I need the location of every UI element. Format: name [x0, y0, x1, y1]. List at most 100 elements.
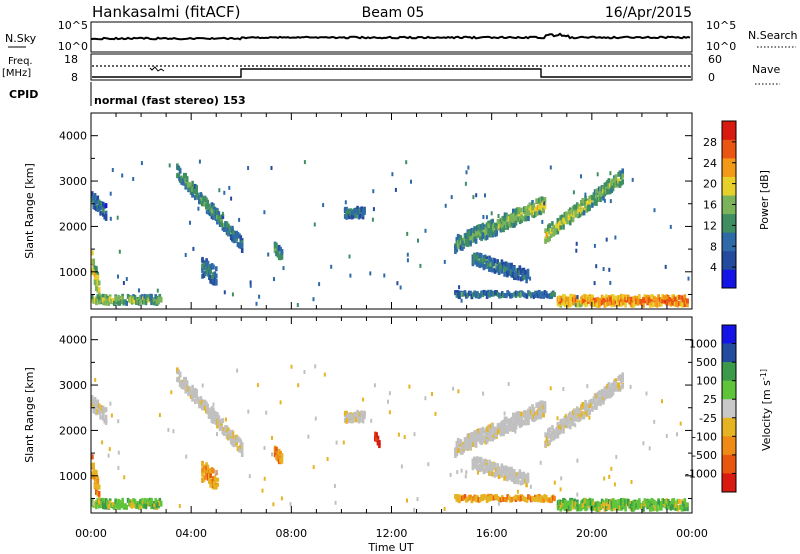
power-cell: [465, 293, 468, 299]
vel-cell: [525, 482, 528, 488]
vel-cell: [633, 501, 637, 506]
vel-cell: [516, 417, 519, 423]
colorbar-segment: [722, 343, 736, 363]
vel-cell: [673, 500, 677, 506]
vel-speck: [110, 413, 113, 418]
power-cell: [628, 297, 631, 303]
vel-cell: [481, 426, 485, 432]
power-cell: [92, 204, 95, 210]
power-cell: [102, 211, 105, 217]
vel-cell: [478, 456, 482, 462]
power-cell: [461, 292, 464, 297]
colorbar-segment: [722, 380, 736, 400]
power-cell: [588, 195, 591, 201]
power-cell: [588, 199, 591, 204]
vel-cell: [535, 402, 538, 408]
vel-cell: [470, 434, 474, 440]
power-speck: [263, 210, 266, 215]
vel-cell: [91, 501, 94, 507]
power-cell: [480, 223, 483, 229]
vel-cell: [532, 417, 536, 423]
vel-cell: [546, 497, 549, 503]
power-cell: [489, 261, 493, 267]
power-cell: [104, 300, 108, 306]
vel-cell: [513, 420, 516, 426]
power-cell: [231, 225, 234, 231]
vel-cell: [620, 384, 623, 390]
power-cell: [478, 224, 482, 230]
power-cell: [567, 301, 571, 307]
vel-speck: [576, 492, 579, 497]
power-cell: [238, 233, 241, 239]
power-cell: [638, 294, 641, 300]
vel-cell: [580, 413, 583, 419]
vel-cell: [570, 417, 573, 423]
freq-tick-top: 18: [64, 53, 78, 66]
vel-cell: [198, 400, 201, 406]
power-cell: [477, 224, 481, 230]
vel-cell: [653, 500, 656, 506]
power-cell: [514, 220, 518, 226]
vel-cell: [646, 500, 649, 506]
power-cell: [642, 302, 645, 308]
power-cell: [581, 200, 584, 206]
vel-cell: [620, 497, 623, 503]
vel-cell: [104, 504, 108, 510]
vel-cell: [548, 440, 551, 445]
vel-cell: [461, 448, 464, 454]
vel-cell: [176, 377, 179, 383]
vel-cell: [121, 502, 124, 508]
power-cell: [503, 216, 507, 222]
power-speck: [184, 253, 187, 257]
vel-cell: [502, 426, 505, 432]
vel-cell: [349, 413, 352, 419]
power-cell: [209, 264, 212, 270]
vel-speck: [608, 474, 611, 479]
power-speck: [602, 267, 605, 271]
vel-cell: [527, 411, 530, 417]
vel-speck: [153, 503, 156, 508]
power-cell: [122, 300, 126, 306]
power-cell: [466, 241, 470, 247]
vel-cell: [130, 503, 134, 509]
vel-cell: [551, 431, 554, 436]
vel-cell: [97, 409, 101, 415]
power-cell: [591, 202, 594, 208]
vel-cell: [577, 412, 580, 418]
power-cell: [496, 219, 500, 225]
power-cell: [609, 183, 612, 189]
power-cell: [500, 216, 504, 222]
vel-speck: [373, 383, 376, 388]
vel-speck: [256, 383, 259, 388]
power-cell: [210, 211, 214, 217]
vel-cell: [228, 434, 232, 440]
vel-cell: [678, 504, 681, 510]
vel-cell: [279, 450, 282, 456]
vel-cell: [613, 500, 616, 506]
vel-speck: [289, 502, 292, 507]
vel-cell: [632, 499, 636, 505]
power-cell: [92, 298, 95, 304]
vel-cell: [528, 411, 532, 417]
vel-cell: [95, 501, 98, 507]
power-cell: [273, 248, 277, 254]
vel-cell: [682, 506, 685, 512]
power-cell: [658, 301, 662, 307]
power-speck: [125, 277, 128, 281]
power-cell: [496, 225, 500, 231]
power-cell: [235, 236, 238, 242]
power-cell: [618, 181, 622, 187]
vel-cell: [534, 411, 537, 417]
vel-cell: [582, 414, 586, 420]
power-speck: [223, 190, 226, 195]
power-speck: [608, 267, 611, 272]
vel-cell: [496, 469, 499, 475]
colorbar-segment: [722, 232, 736, 252]
vel-cell: [114, 499, 117, 505]
power-cell: [588, 204, 591, 210]
power-cell: [613, 178, 616, 184]
vel-cell: [227, 435, 230, 441]
vel-cell: [455, 496, 459, 502]
power-cell: [520, 214, 523, 220]
vel-cell: [576, 503, 579, 509]
